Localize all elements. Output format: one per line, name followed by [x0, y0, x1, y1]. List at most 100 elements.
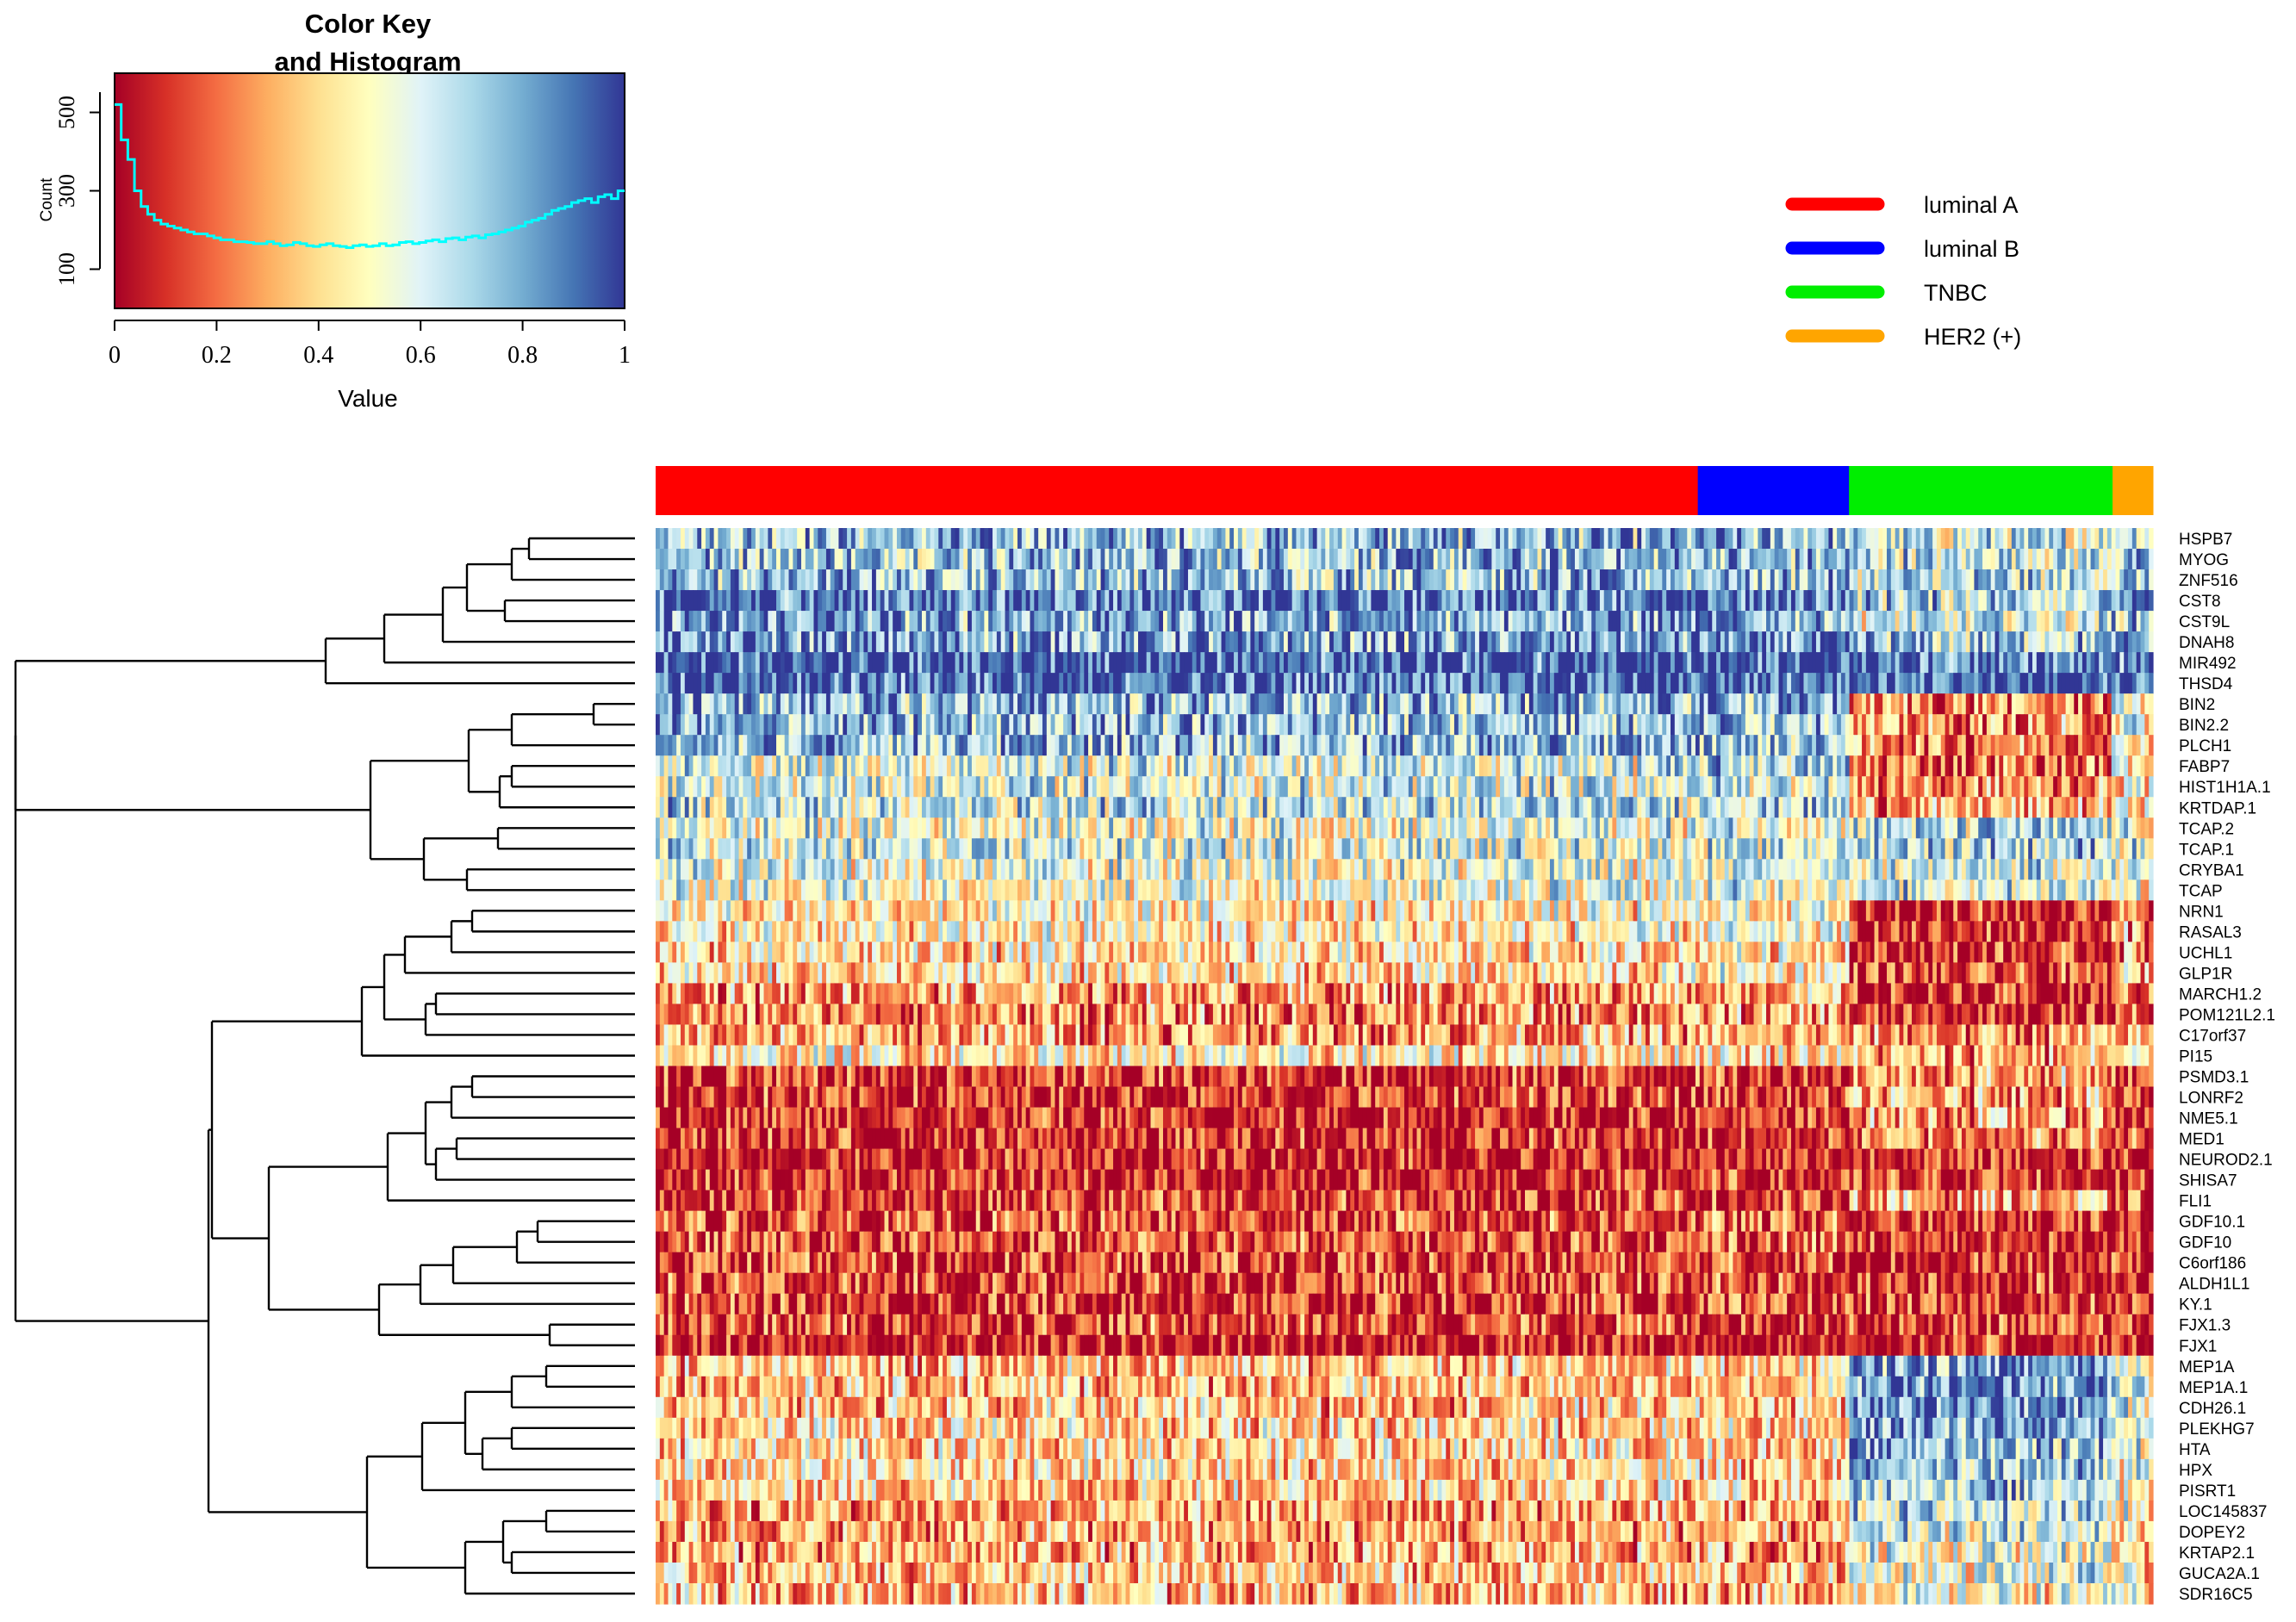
heatmap-cell — [826, 652, 831, 674]
heatmap-cell — [1229, 631, 1234, 653]
heatmap-cell — [943, 569, 947, 591]
heatmap-cell — [1853, 631, 1857, 653]
heatmap-cell — [1641, 590, 1646, 612]
heatmap-cell — [885, 631, 889, 653]
heatmap-cell — [1712, 631, 1716, 653]
heatmap-cell — [1250, 652, 1254, 674]
heatmap-cell — [2112, 549, 2116, 570]
heatmap-cell — [1117, 590, 1122, 612]
heatmap-cell — [1712, 569, 1716, 591]
heatmap-cell — [2091, 528, 2095, 550]
heatmap-cell — [1559, 631, 1563, 653]
heatmap-cell — [1466, 631, 1471, 653]
heatmap-cell — [1754, 590, 1758, 612]
heatmap-cell — [1509, 549, 1513, 570]
heatmap-cell — [934, 590, 938, 612]
heatmap-cell — [918, 569, 922, 591]
heatmap-cell — [1762, 631, 1766, 653]
heatmap-cell — [664, 673, 669, 694]
heatmap-cell — [701, 590, 706, 612]
heatmap-cell — [1966, 631, 1970, 653]
heatmap-cell — [2028, 611, 2032, 632]
heatmap-cell — [1737, 528, 1741, 550]
heatmap-cell — [1104, 549, 1109, 570]
heatmap-cell — [1259, 611, 1263, 632]
heatmap-cell — [714, 673, 719, 694]
heatmap-cell — [681, 673, 685, 694]
heatmap-cell — [1346, 549, 1350, 570]
heatmap-cell — [1841, 631, 1845, 653]
heatmap-cell — [1279, 569, 1284, 591]
heatmap-cell — [1425, 549, 1429, 570]
heatmap-cell — [1903, 549, 1907, 570]
heatmap-cell — [1637, 631, 1641, 653]
heatmap-cell — [1367, 652, 1372, 674]
heatmap-cell — [880, 631, 885, 653]
heatmap-cell — [2091, 590, 2095, 612]
heatmap-cell — [1350, 652, 1354, 674]
heatmap-cell — [1791, 569, 1795, 591]
heatmap-cell — [1953, 652, 1957, 674]
heatmap-cell — [1679, 528, 1683, 550]
heatmap-cell — [913, 673, 918, 694]
heatmap-cell — [1438, 569, 1442, 591]
heatmap-cell — [1421, 611, 1425, 632]
heatmap-cell — [1808, 673, 1812, 694]
heatmap-cell — [1587, 528, 1591, 550]
heatmap-cell — [1296, 611, 1300, 632]
heatmap-cell — [901, 611, 905, 632]
heatmap-cell — [1537, 631, 1541, 653]
heatmap-cell — [1741, 528, 1745, 550]
heatmap-cell — [1550, 673, 1554, 694]
heatmap-cell — [1367, 673, 1372, 694]
heatmap-cell — [1816, 673, 1820, 694]
heatmap-cell — [1596, 673, 1600, 694]
heatmap-cell — [747, 611, 751, 632]
heatmap-cell — [1425, 590, 1429, 612]
heatmap-cell — [1596, 528, 1600, 550]
heatmap-cell — [1745, 673, 1750, 694]
heatmap-cell — [1770, 569, 1775, 591]
heatmap-cell — [843, 631, 847, 653]
heatmap-cell — [1679, 652, 1683, 674]
heatmap-cell — [1013, 652, 1017, 674]
heatmap-cell — [1001, 549, 1005, 570]
heatmap-cell — [1912, 549, 1916, 570]
heatmap-cell — [1941, 631, 1945, 653]
heatmap-cell — [1658, 590, 1662, 612]
heatmap-cell — [2078, 611, 2082, 632]
heatmap-cell — [1841, 528, 1845, 550]
heatmap-cell — [926, 631, 930, 653]
heatmap-cell — [2049, 631, 2053, 653]
heatmap-cell — [1646, 569, 1650, 591]
heatmap-cell — [747, 549, 751, 570]
heatmap-cell — [1803, 590, 1808, 612]
heatmap-cell — [968, 590, 972, 612]
heatmap-cell — [2141, 652, 2145, 674]
heatmap-cell — [710, 652, 714, 674]
heatmap-cell — [1895, 590, 1900, 612]
heatmap-cell — [1704, 652, 1708, 674]
heatmap-cell — [1862, 611, 1866, 632]
heatmap-cell — [1304, 569, 1309, 591]
heatmap-cell — [1629, 549, 1633, 570]
heatmap-cell — [2132, 652, 2137, 674]
heatmap-cell — [685, 528, 689, 550]
heatmap-cell — [1654, 611, 1658, 632]
heatmap-cell — [1463, 673, 1467, 694]
heatmap-cell — [1367, 549, 1372, 570]
heatmap-cell — [1625, 631, 1629, 653]
heatmap-cell — [947, 569, 951, 591]
heatmap-cell — [1409, 611, 1413, 632]
heatmap-cell — [1825, 590, 1829, 612]
heatmap-cell — [751, 528, 756, 550]
heatmap-cell — [1421, 631, 1425, 653]
heatmap-cell — [1654, 569, 1658, 591]
heatmap-cell — [1828, 590, 1832, 612]
heatmap-cell — [2069, 528, 2074, 550]
color-key-gradient — [115, 73, 625, 308]
heatmap-cell — [714, 528, 719, 550]
heatmap-cell — [1712, 673, 1716, 694]
heatmap-cell — [1126, 528, 1130, 550]
heatmap-cell — [1113, 631, 1117, 653]
